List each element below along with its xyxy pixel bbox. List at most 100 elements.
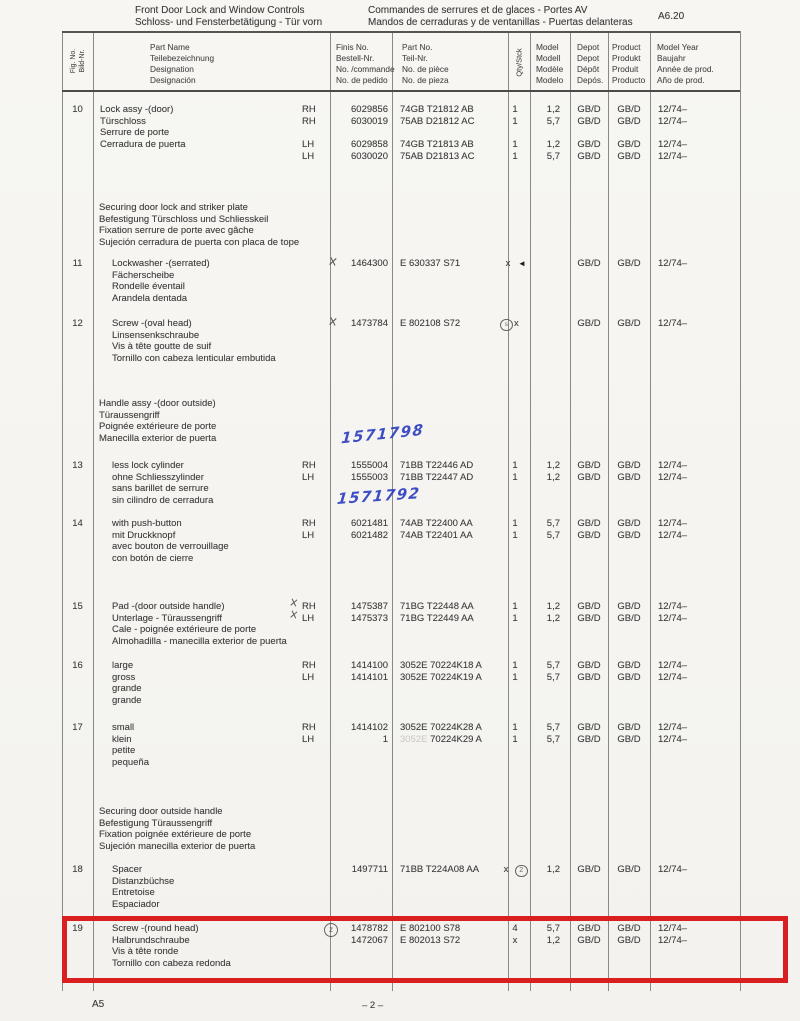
part-name-line: ohne Schliesszylinder (112, 471, 204, 483)
group-heading-line: Fixation poignée extérieure de porte (99, 829, 252, 841)
qty-value: 1 (512, 529, 518, 541)
part-number: 71BB T224A08 AA (400, 864, 480, 875)
qty-value: 1 (512, 471, 518, 483)
finis-number: 1464300 (351, 258, 388, 269)
part-number-faded-prefix: 3052E (400, 733, 431, 745)
model-year-value: 12/74– (658, 258, 688, 269)
model-value: 5,7 (546, 529, 560, 541)
group-heading-line: Sujeción manecilla exterior de puerta (99, 841, 256, 853)
col-header-part-no: No. de pièce (402, 64, 449, 74)
part-number: 71BB T22447 AD (400, 471, 474, 483)
model-value: 1,2 (546, 612, 560, 624)
depot-value: GB/D (577, 139, 601, 151)
product-value: GB/D (617, 258, 641, 269)
depot-value: GB/D (577, 671, 601, 683)
col-header-part-no: No. de pieza (402, 75, 449, 85)
side-label: LH (302, 139, 315, 151)
row-fig-number: 13 (72, 460, 83, 471)
part-name-line: Lockwasher -(serrated) (112, 258, 210, 269)
model-year-value: 12/74– (658, 115, 688, 127)
model-year-value: 12/74– (658, 660, 688, 671)
col-header-part-name: Teilebezeichnung (150, 53, 215, 63)
col-header-finis-no: Bestell-Nr. (336, 53, 375, 63)
part-number: 71BB T22446 AD (400, 460, 474, 471)
part-name-line: pequeña (112, 757, 149, 769)
product-value: GB/D (617, 150, 641, 162)
part-name-line: petite (112, 745, 136, 757)
handwritten-number: 1571792 (336, 483, 422, 509)
part-name-line: Arandela dentada (112, 293, 188, 305)
col-header-model-year: Baujahr (657, 53, 686, 63)
model-value: 5,7 (546, 671, 560, 683)
col-header-product: Produit (612, 64, 639, 74)
row-fig-number: 14 (72, 518, 83, 529)
finis-number: 6021482 (351, 529, 388, 541)
group-heading-line: Securing door lock and striker plate (99, 202, 248, 213)
col-header-part-name: Part Name (150, 42, 190, 52)
model-year-value: 12/74– (658, 139, 688, 151)
side-label: LH (302, 612, 315, 624)
col-header-model: Modelo (536, 75, 564, 85)
product-value: GB/D (617, 934, 641, 946)
col-header-model: Modell (536, 53, 561, 63)
depot-value: GB/D (577, 529, 601, 541)
row-fig-number: 11 (72, 258, 83, 269)
col-header-finis-no: Finis No. (336, 42, 369, 52)
part-number: E 630337 S71 (400, 258, 461, 269)
product-value: GB/D (617, 529, 641, 541)
part-name-line: Vis à tête ronde (112, 946, 179, 958)
model-value: 5,7 (546, 115, 560, 127)
part-name-line: Cale - poignée extérieure de porte (112, 624, 257, 636)
table-column-line (508, 31, 509, 991)
qty-value: 1 (512, 460, 518, 471)
finis-number: 6030019 (351, 115, 388, 127)
col-header-finis-no: No. de pedido (336, 75, 388, 85)
product-value: GB/D (617, 518, 641, 529)
row-fig-number: 17 (72, 722, 83, 733)
part-number: 71BG T22449 AA (400, 612, 474, 624)
part-name-line: Tornillo con cabeza lenticular embutida (112, 353, 276, 365)
qty-value: 4 (512, 923, 518, 934)
col-header-depot: Depot (577, 53, 600, 63)
finis-number: 1414101 (351, 671, 388, 683)
part-name-line: Rondelle éventail (112, 281, 185, 293)
product-value: GB/D (617, 733, 641, 745)
group-heading-line: Türaussengriff (99, 409, 160, 421)
model-year-value: 12/74– (658, 733, 688, 745)
model-year-value: 12/74– (658, 722, 688, 733)
finis-number: 1414102 (351, 722, 388, 733)
qty-value: x (503, 864, 509, 875)
part-name-line: Linsensenkschraube (112, 329, 200, 341)
page-title-fr: Commandes de serrures et de glaces - Por… (368, 5, 588, 16)
page-title-de: Schloss- und Fensterbetätigung - Tür vor… (135, 16, 323, 28)
finis-number: 1 (382, 733, 388, 745)
table-column-line (650, 31, 651, 991)
model-value: 5,7 (546, 722, 560, 733)
part-name-line: Vis à tête goutte de suif (112, 341, 212, 353)
group-heading-line: Manecilla exterior de puerta (99, 433, 217, 445)
qty-value: 1 (512, 601, 518, 612)
part-name-line: con botón de cierre (112, 553, 194, 565)
pencil-circle-mark: z (324, 923, 338, 937)
group-heading-line: Sujeción cerradura de puerta con placa d… (99, 237, 300, 249)
side-label: RH (302, 460, 316, 471)
part-number: 3052E 70224K18 A (400, 660, 482, 671)
part-name-line: with push-button (112, 518, 182, 529)
model-year-value: 12/74– (658, 864, 688, 875)
product-value: GB/D (617, 660, 641, 671)
model-value: 1,2 (546, 934, 560, 946)
side-label: LH (302, 671, 315, 683)
col-header-part-name: Designation (150, 64, 194, 74)
finis-number: 6029856 (351, 104, 388, 115)
model-value: 5,7 (546, 923, 560, 934)
side-label: RH (302, 104, 316, 115)
model-value: 1,2 (546, 601, 560, 612)
part-number: 75AB D21812 AC (400, 115, 475, 127)
product-value: GB/D (617, 612, 641, 624)
qty-value: 1 (512, 722, 518, 733)
model-value: 1,2 (546, 460, 560, 471)
table-column-line (330, 31, 331, 991)
finis-number: 1497711 (351, 864, 388, 875)
col-header-product: Produkt (612, 53, 641, 63)
model-value: 5,7 (546, 518, 560, 529)
